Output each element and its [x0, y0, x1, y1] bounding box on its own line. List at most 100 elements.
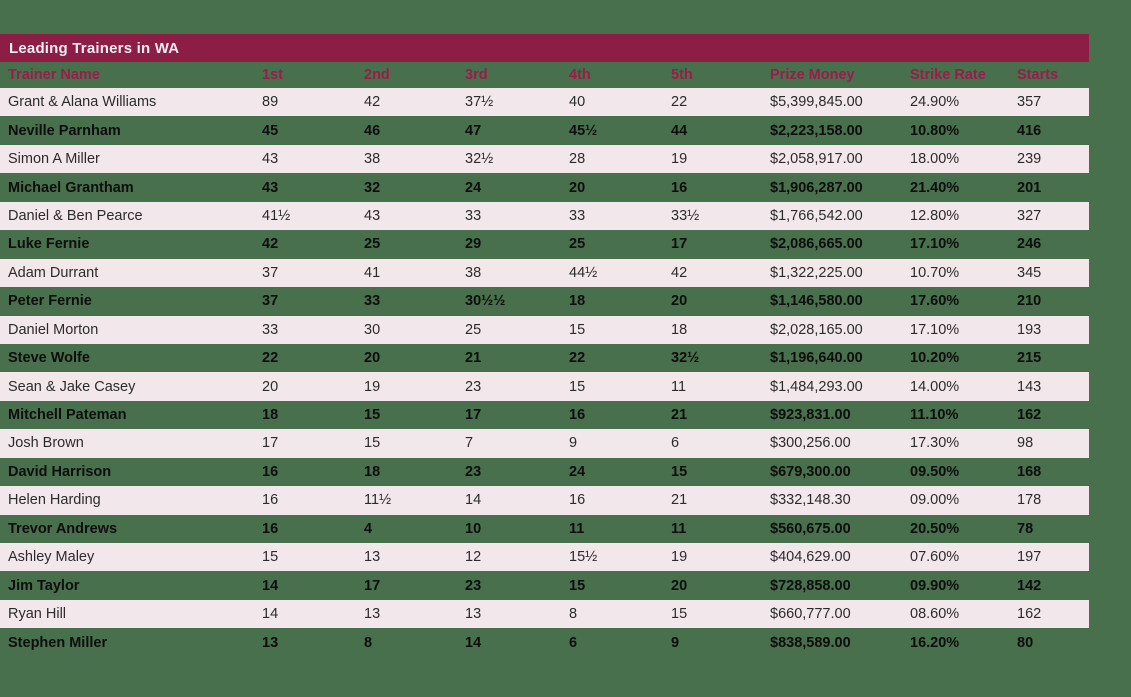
trainer-name-cell: Daniel & Ben Pearce [8, 207, 143, 224]
value-cell: 162 [1017, 606, 1042, 623]
value-cell: 17 [262, 435, 279, 452]
value-cell: 15½ [569, 549, 598, 566]
value-cell: 22 [262, 350, 279, 367]
value-cell: 23 [465, 463, 482, 480]
table-row: Neville Parnham 45 46 47 45½ 44 $2,223,158.00 1… [0, 116, 1089, 144]
value-cell: 37 [262, 264, 279, 281]
value-cell: 23 [465, 577, 482, 594]
value-cell: $1,196,640.00 [770, 350, 863, 367]
value-cell: 18 [364, 463, 381, 480]
value-cell: 17.10% [910, 236, 960, 253]
value-cell: $660,777.00 [770, 606, 851, 623]
table-row: Daniel Morton 33 30 25 15 18 $2,028,165.00 17.1… [0, 315, 1089, 344]
value-cell: $1,146,580.00 [770, 293, 863, 310]
value-cell: 14.00% [910, 378, 960, 395]
value-cell: 12.80% [910, 207, 960, 224]
value-cell: 15 [262, 549, 279, 566]
value-cell: $1,484,293.00 [770, 378, 863, 395]
value-cell: 98 [1017, 435, 1034, 452]
value-cell: 18 [569, 293, 586, 310]
value-cell: 09.00% [910, 492, 960, 509]
value-cell: 13 [364, 606, 381, 623]
value-cell: 6 [671, 435, 680, 452]
value-cell: 18 [262, 407, 279, 424]
value-cell: 15 [569, 577, 586, 594]
table-body: Grant & Alana Williams 89 42 37½ 40 22 $5,399,… [0, 88, 1089, 657]
value-cell: 38 [465, 264, 482, 281]
value-cell: 21 [465, 350, 482, 367]
value-cell: 43 [262, 179, 279, 196]
value-cell: 21 [671, 407, 688, 424]
value-cell: 11.10% [910, 407, 959, 424]
column-header: 3rd [465, 67, 488, 83]
value-cell: 44 [671, 122, 688, 139]
value-cell: 20 [671, 577, 688, 594]
value-cell: 09.90% [910, 577, 960, 594]
value-cell: 44½ [569, 264, 598, 281]
value-cell: 416 [1017, 122, 1042, 139]
value-cell: 327 [1017, 207, 1042, 224]
value-cell: 42 [671, 264, 688, 281]
table-header-row: Trainer Name 1st 2nd 3rd 4th 5th Prize Money St… [0, 62, 1089, 88]
value-cell: 25 [364, 236, 381, 253]
value-cell: 33 [364, 293, 381, 310]
value-cell: 11 [671, 378, 687, 395]
value-cell: 168 [1017, 463, 1042, 480]
trainer-name-cell: Helen Harding [8, 492, 101, 509]
value-cell: 12 [465, 549, 482, 566]
value-cell: 11 [671, 520, 687, 537]
value-cell: 33 [569, 207, 586, 224]
table-row: Ashley Maley 15 13 12 15½ 19 $404,629.00 07.60%… [0, 543, 1089, 572]
table-row: Sean & Jake Casey 20 19 23 15 11 $1,484,293.00… [0, 372, 1089, 401]
trainer-name-cell: Adam Durrant [8, 264, 99, 281]
table-row: Ryan Hill 14 13 13 8 15 $660,777.00 08.60% 162 [0, 599, 1089, 629]
value-cell: 45 [262, 122, 279, 139]
value-cell: 80 [1017, 634, 1034, 651]
value-cell: 43 [262, 151, 279, 168]
value-cell: 38 [364, 151, 381, 168]
trainer-name-cell: Stephen Miller [8, 634, 108, 651]
value-cell: 24.90% [910, 94, 960, 111]
value-cell: 30½½ [465, 293, 506, 310]
trainer-name-cell: Simon A Miller [8, 151, 100, 168]
table-row: Mitchell Pateman 18 15 17 16 21 $923,831.00 11.… [0, 401, 1089, 429]
column-header: 4th [569, 67, 591, 83]
value-cell: 32 [364, 179, 381, 196]
value-cell: 07.60% [910, 549, 960, 566]
value-cell: 210 [1017, 293, 1042, 310]
trainer-name-cell: David Harrison [8, 463, 112, 480]
column-header: Strike Rate [910, 67, 986, 83]
value-cell: 10.80% [910, 122, 960, 139]
column-header: 5th [671, 67, 693, 83]
value-cell: 13 [364, 549, 381, 566]
table-row: Jim Taylor 14 17 23 15 20 $728,858.00 09.90% 142 [0, 571, 1089, 599]
value-cell: 17 [465, 407, 482, 424]
value-cell: 42 [364, 94, 381, 111]
value-cell: $1,906,287.00 [770, 179, 863, 196]
table-row: Daniel & Ben Pearce 41½ 43 33 33 33½ $1,766,54… [0, 201, 1089, 231]
value-cell: 13 [262, 634, 279, 651]
value-cell: 17.10% [910, 321, 960, 338]
trainer-name-cell: Steve Wolfe [8, 350, 90, 367]
value-cell: 10.20% [910, 350, 960, 367]
value-cell: 08.60% [910, 606, 960, 623]
value-cell: 14 [465, 634, 482, 651]
value-cell: 47 [465, 122, 482, 139]
value-cell: 21.40% [910, 179, 960, 196]
value-cell: 41½ [262, 207, 291, 224]
value-cell: $2,223,158.00 [770, 122, 863, 139]
table-row: Trevor Andrews 16 4 10 11 11 $560,675.00 20.50%… [0, 515, 1089, 543]
value-cell: 25 [569, 236, 586, 253]
value-cell: 16 [262, 492, 279, 509]
value-cell: $560,675.00 [770, 520, 851, 537]
column-header: Trainer Name [8, 67, 100, 83]
value-cell: 13 [465, 606, 482, 623]
trainer-name-cell: Daniel Morton [8, 321, 99, 338]
value-cell: 09.50% [910, 463, 960, 480]
value-cell: 17 [364, 577, 381, 594]
value-cell: 29 [465, 236, 482, 253]
value-cell: $2,058,917.00 [770, 151, 863, 168]
value-cell: 239 [1017, 151, 1042, 168]
value-cell: $923,831.00 [770, 407, 851, 424]
value-cell: 357 [1017, 94, 1042, 111]
